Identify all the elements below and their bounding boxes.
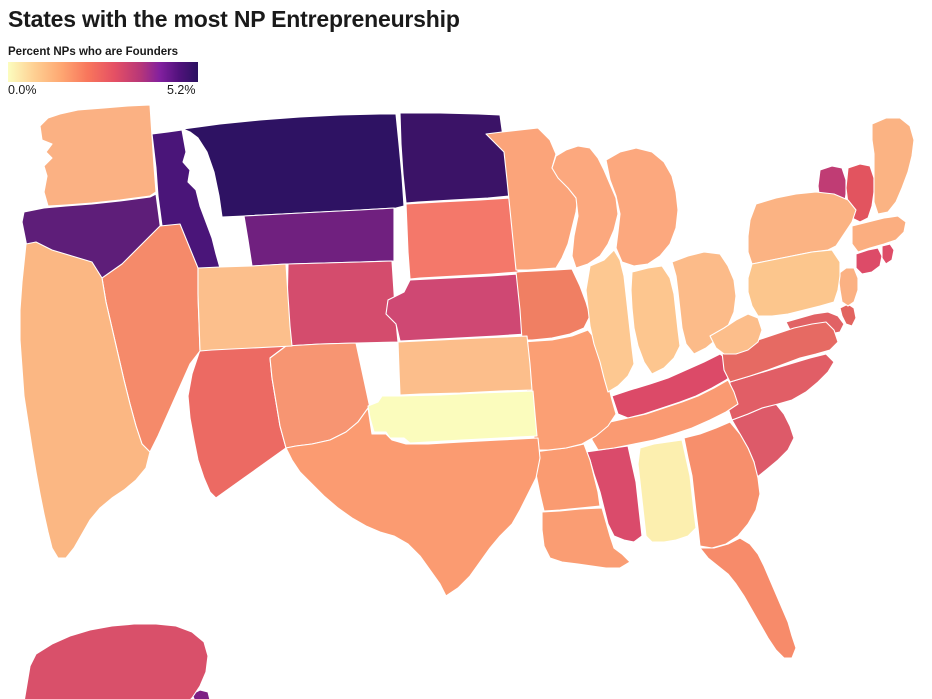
state-ak[interactable]: Alaska: 3.0% xyxy=(16,623,232,699)
state-ct[interactable]: Connecticut: 3.4% xyxy=(855,247,883,275)
state-nc[interactable]: North Carolina: 2.8% xyxy=(727,353,835,421)
state-wv[interactable]: West Virginia: 1.4% xyxy=(709,313,763,355)
state-wi[interactable]: Wisconsin: 1.8% xyxy=(551,145,619,269)
legend: Percent NPs who are Founders 0.0% 5.2% xyxy=(8,46,228,99)
state-la[interactable]: Louisiana: 2.0% xyxy=(541,507,631,569)
state-nj[interactable]: New Jersey: 1.6% xyxy=(837,267,859,307)
state-pa[interactable]: Pennsylvania: 0.9% xyxy=(747,249,841,317)
state-wy[interactable]: Wyoming: 4.0% xyxy=(243,207,395,267)
legend-min-tick: 0.0% xyxy=(8,83,37,97)
state-mi[interactable]: Michigan: 1.8% xyxy=(605,147,679,267)
legend-color-gradient-bar xyxy=(8,62,198,82)
state-il[interactable]: Illinois: 1.0% xyxy=(585,249,635,393)
state-hi[interactable]: Hawaii: 4.2% xyxy=(191,689,308,699)
legend-max-tick: 5.2% xyxy=(167,83,196,97)
state-fl[interactable]: Florida: 2.2% xyxy=(699,537,797,659)
state-tn[interactable]: Tennessee: 2.0% xyxy=(589,379,739,451)
state-nd[interactable]: North Dakota: 4.9% xyxy=(399,112,510,204)
state-ok[interactable]: Oklahoma: 0.0% xyxy=(367,390,538,444)
state-wa[interactable]: Washington: 1.7% xyxy=(39,104,157,207)
state-ri[interactable]: Rhode Island: 3.3% xyxy=(881,243,895,265)
state-ga[interactable]: Georgia: 2.2% xyxy=(683,421,761,549)
state-ms[interactable]: Mississippi: 3.2% xyxy=(585,445,643,543)
state-sd[interactable]: South Dakota: 2.3% xyxy=(405,197,519,280)
state-ut[interactable]: Utah: 1.3% xyxy=(197,263,293,352)
state-ca[interactable]: California: 1.3% xyxy=(19,241,151,559)
states-layer: Montana: 5.2%North Dakota: 4.9%Idaho: 4.… xyxy=(16,104,915,699)
state-mn[interactable]: Minnesota: 1.8% xyxy=(485,127,579,271)
us-states-choropleth-svg: Montana: 5.2%North Dakota: 4.9%Idaho: 4.… xyxy=(16,104,915,699)
state-ia[interactable]: Iowa: 2.4% xyxy=(515,268,591,341)
state-co[interactable]: Colorado: 3.1% xyxy=(285,260,399,347)
legend-tick-labels: 0.0% 5.2% xyxy=(8,83,198,99)
legend-title: Percent NPs who are Founders xyxy=(8,46,178,58)
state-tx[interactable]: Texas: 1.9% xyxy=(285,407,541,597)
state-al[interactable]: Alabama: 0.6% xyxy=(637,439,697,543)
us-map-container: Montana: 5.2%North Dakota: 4.9%Idaho: 4.… xyxy=(0,96,932,699)
state-ne[interactable]: Nebraska: 3.0% xyxy=(385,273,527,342)
state-in[interactable]: Indiana: 1.1% xyxy=(630,265,681,375)
page-title: States with the most NP Entrepreneurship xyxy=(8,6,460,32)
state-mt[interactable]: Montana: 5.2% xyxy=(182,113,405,218)
state-ma[interactable]: Massachusetts: 1.7% xyxy=(851,215,907,253)
state-va[interactable]: Virginia: 2.7% xyxy=(721,321,839,383)
state-ny[interactable]: New York: 1.6% xyxy=(747,191,857,265)
state-me[interactable]: Maine: 1.6% xyxy=(871,117,915,215)
state-ks[interactable]: Kansas: 1.3% xyxy=(397,335,533,396)
